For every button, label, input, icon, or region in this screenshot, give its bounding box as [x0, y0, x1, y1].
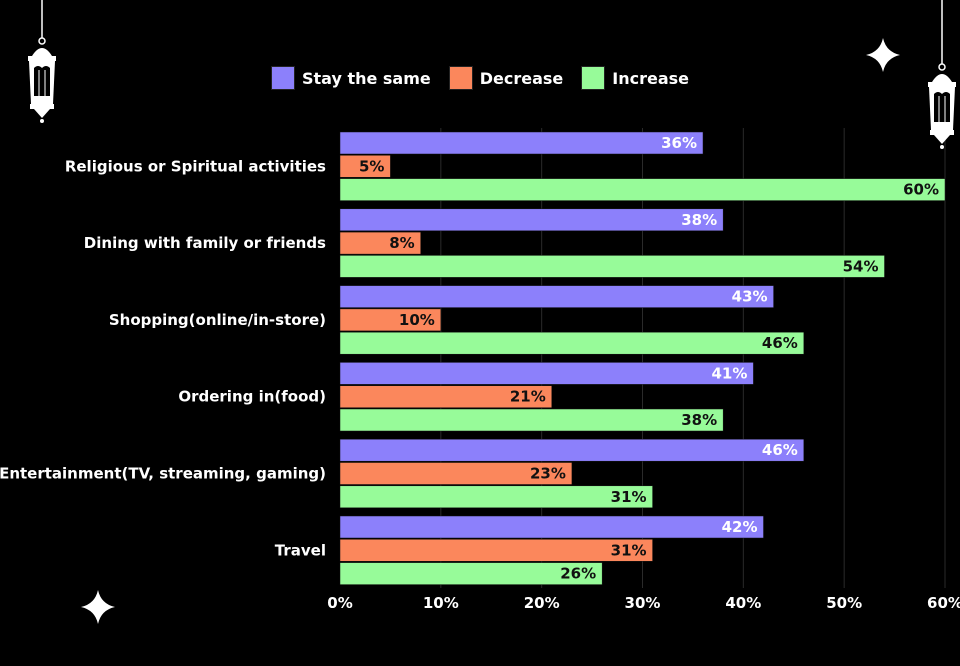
sparkle-icon — [866, 38, 900, 72]
legend-swatch — [270, 66, 295, 90]
legend-label: Decrease — [479, 68, 564, 88]
x-tick-label: 50% — [826, 594, 862, 612]
x-tick-label: 0% — [327, 594, 352, 612]
bar — [339, 308, 442, 332]
data-label: 21% — [510, 388, 546, 406]
bar — [339, 255, 885, 278]
x-tick-label: 30% — [625, 594, 661, 612]
legend: Stay the same Decrease Increase — [0, 66, 960, 90]
x-tick-label: 10% — [423, 594, 459, 612]
data-label: 8% — [389, 234, 414, 252]
data-label: 10% — [399, 311, 435, 329]
category-label: Entertainment(TV, streaming, gaming) — [0, 465, 326, 483]
category-label: Ordering in(food) — [178, 388, 326, 406]
data-label: 38% — [681, 411, 717, 429]
legend-item: Decrease — [448, 66, 564, 90]
legend-item: Increase — [581, 66, 689, 90]
bar — [339, 562, 603, 585]
data-label: 54% — [843, 257, 879, 275]
data-label: 42% — [722, 518, 758, 536]
bar — [339, 131, 704, 155]
category-label: Dining with family or friends — [84, 234, 326, 252]
data-label: 46% — [762, 334, 798, 352]
bar — [339, 438, 805, 462]
legend-label: Increase — [612, 68, 690, 88]
bar — [339, 231, 421, 255]
data-label: 5% — [359, 157, 384, 175]
data-label: 46% — [762, 441, 798, 459]
lantern-icon — [28, 0, 56, 123]
legend-item: Stay the same — [270, 66, 431, 90]
bar — [339, 208, 724, 232]
bar — [339, 362, 754, 385]
x-tick-label: 20% — [524, 594, 560, 612]
data-label: 31% — [611, 541, 647, 559]
category-label: Religious or Spiritual activities — [65, 157, 326, 175]
bar — [339, 515, 764, 539]
sparkle-icon — [81, 590, 115, 624]
data-label: 43% — [732, 288, 768, 306]
data-label: 26% — [560, 565, 596, 583]
bar — [339, 485, 653, 509]
lantern-icon — [928, 0, 956, 149]
data-label: 23% — [530, 465, 566, 483]
data-label: 38% — [681, 211, 717, 229]
data-label: 41% — [712, 364, 748, 382]
bar — [339, 385, 552, 408]
legend-swatch — [448, 66, 473, 90]
data-label: 31% — [611, 488, 647, 506]
x-tick-label: 60% — [927, 594, 960, 612]
category-label: Shopping(online/in-store) — [109, 311, 326, 329]
bar — [339, 462, 573, 485]
data-label: 36% — [661, 134, 697, 152]
category-label: Travel — [275, 541, 326, 559]
bar — [339, 331, 805, 355]
bar — [339, 285, 774, 308]
bar — [339, 178, 946, 201]
bar — [339, 155, 391, 178]
legend-label: Stay the same — [301, 68, 431, 88]
legend-swatch — [581, 66, 606, 90]
bar — [339, 539, 653, 562]
data-label: 60% — [903, 181, 939, 199]
x-tick-label: 40% — [725, 594, 761, 612]
bar — [339, 408, 724, 432]
